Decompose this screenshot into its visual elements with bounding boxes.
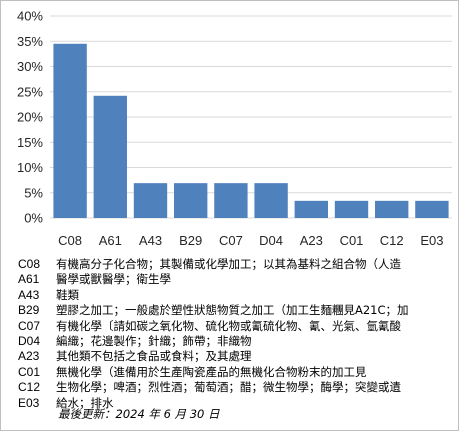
legend-description: 無機化學（進備用於生產陶瓷產品的無機化合物粉末的加工見 (56, 364, 367, 379)
bar (294, 200, 328, 218)
legend-description: 有機高分子化合物；其製備或化學加工；以其為基料之組合物（人造 (56, 257, 401, 271)
y-axis-ticks: 0% 5% 10% 15% 20% 25% 30% 35% 40% (17, 9, 43, 226)
legend-description: 生物化學；啤酒；烈性酒；葡萄酒；醋；微生物學；酶學；突變或遺 (56, 380, 401, 395)
legend-row: E03 給水；排水 (18, 396, 458, 411)
y-tick-label: 30% (17, 59, 43, 74)
legend-description: 編織；花邊製作；針織；飾帶；非織物 (56, 334, 252, 349)
category-legend: C08 有機高分子化合物；其製備或化學加工；以其為基料之組合物（人造 A61 醫… (18, 257, 458, 411)
bar (93, 95, 127, 218)
x-tick-label: A43 (139, 233, 162, 248)
y-tick-label: 5% (24, 185, 43, 200)
x-tick-label: C12 (380, 233, 404, 248)
legend-description: 有機化學〔請如碳之氧化物、硫化物或氰硫化物、氰、光氣、氫氰酸 (56, 318, 401, 333)
bar (415, 200, 449, 218)
y-tick-label: 25% (17, 84, 43, 99)
bar (214, 183, 248, 218)
x-tick-label: C01 (340, 233, 364, 248)
bar (334, 200, 369, 218)
legend-row: A43 鞋類 (18, 288, 458, 303)
x-tick-label: C07 (219, 233, 243, 248)
legend-description: 醫學或獸醫學；衛生學 (56, 272, 171, 287)
legend-row: A23 其他類不包括之食品或食料；及其處理 (18, 349, 458, 364)
legend-row: C08 有機高分子化合物；其製備或化學加工；以其為基料之組合物（人造 (18, 257, 458, 272)
legend-code: A61 (18, 272, 40, 287)
y-tick-label: 35% (17, 34, 43, 49)
legend-row: B29 塑膠之加工；一般處於塑性狀態物質之加工（加工生麵糰見A21C；加 (18, 303, 458, 318)
x-tick-label: A23 (300, 233, 323, 248)
y-tick-label: 0% (24, 211, 43, 226)
legend-row: C12 生物化學；啤酒；烈性酒；葡萄酒；醋；微生物學；酶學；突變或遺 (18, 380, 458, 395)
legend-code: C01 (18, 364, 41, 379)
y-tick-label: 40% (17, 9, 43, 24)
bar (375, 200, 409, 218)
legend-description: 塑膠之加工；一般處於塑性狀態物質之加工（加工生麵糰見A21C；加 (56, 303, 409, 318)
legend-row: A61 醫學或獸醫學；衛生學 (18, 272, 458, 287)
x-tick-label: B29 (179, 233, 202, 248)
legend-code: A43 (18, 287, 40, 302)
legend-code: E03 (18, 395, 40, 410)
bar (53, 43, 87, 219)
legend-code: C08 (18, 257, 41, 271)
y-tick-label: 10% (17, 160, 43, 175)
y-tick-label: 15% (17, 135, 43, 150)
bar-chart: 0%5%10%15%20%25%30%35%40% C08 A61 A43 B29 C0… (17, 9, 452, 248)
legend-row: C01 無機化學（進備用於生產陶瓷產品的無機化合物粉末的加工見 (18, 365, 458, 380)
y-tick-label: 20% (17, 110, 43, 125)
legend-description: 給水；排水 (56, 395, 114, 410)
bar (254, 183, 288, 218)
bar (174, 183, 208, 218)
bar (133, 183, 168, 218)
legend-code: D04 (18, 334, 41, 349)
legend-description: 其他類不包括之食品或食料；及其處理 (56, 349, 252, 364)
x-tick-label: E03 (420, 233, 443, 248)
legend-code: B29 (18, 303, 40, 318)
x-tick-label: A61 (99, 233, 122, 248)
legend-row: D04 編織；花邊製作；針織；飾帶；非織物 (18, 334, 458, 349)
x-axis-ticks: C08 A61 A43 B29 C07 D04 A23 C01 C12 E03 (58, 233, 443, 248)
legend-description: 鞋類 (56, 287, 79, 302)
bars (53, 43, 449, 219)
last-updated-note: 最後更新：2024 年 6 月 30 日 (58, 407, 220, 421)
legend-code: C12 (18, 380, 41, 395)
x-tick-label: C08 (58, 233, 82, 248)
legend-code: A23 (18, 349, 40, 364)
legend-row: C07 有機化學〔請如碳之氧化物、硫化物或氰硫化物、氰、光氣、氫氰酸 (18, 319, 458, 334)
x-tick-label: D04 (259, 233, 283, 248)
legend-code: C07 (18, 318, 41, 333)
